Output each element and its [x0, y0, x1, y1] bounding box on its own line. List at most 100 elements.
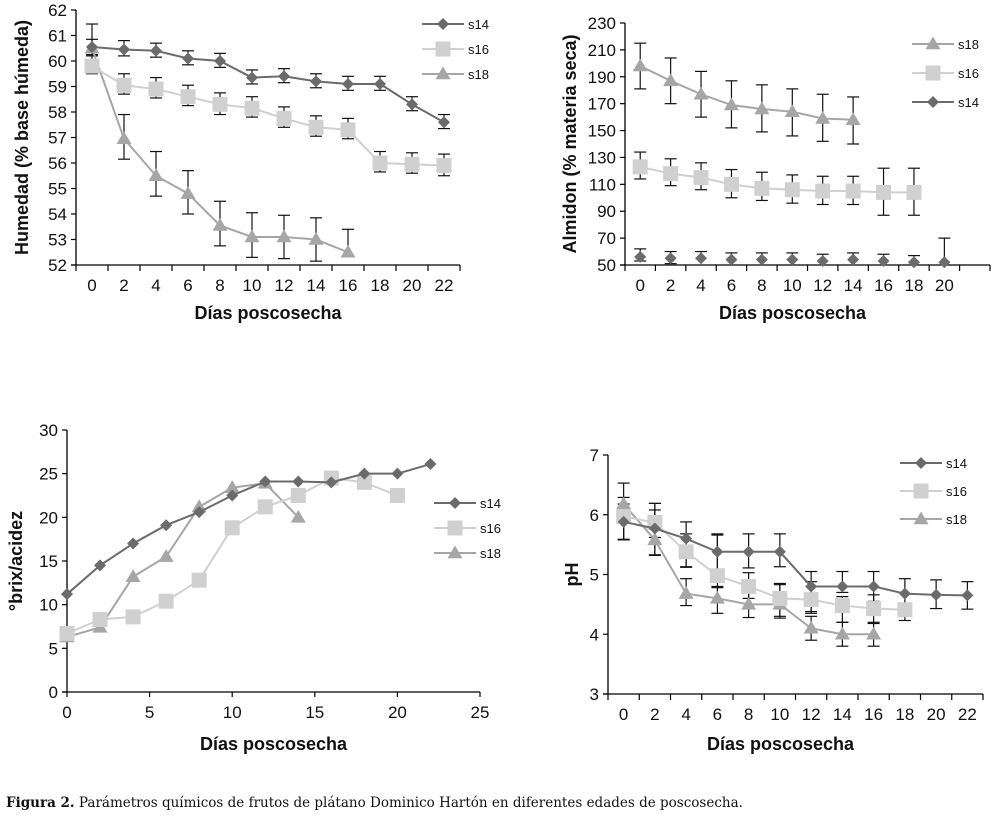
x-tick-label: 20	[388, 703, 407, 722]
y-tick-label: 59	[48, 78, 67, 97]
data-point-s14	[755, 253, 768, 266]
x-tick-label: 4	[151, 276, 160, 295]
legend-label-s18: s18	[946, 512, 967, 527]
y-tick-label: 6	[590, 506, 599, 525]
series-line-s18	[639, 65, 854, 121]
data-point-s18	[212, 217, 228, 231]
legend-marker-s14	[449, 497, 461, 509]
data-point-s14	[424, 458, 437, 471]
data-point-s18	[866, 626, 882, 640]
legend-label-s18: s18	[958, 37, 979, 52]
caption-text: Parámetros químicos de frutos de plátano…	[78, 795, 743, 811]
y-tick-label: 53	[48, 231, 67, 250]
legend-label-s16: s16	[468, 42, 489, 57]
data-point-s14	[664, 252, 677, 265]
data-point-s16	[741, 578, 757, 594]
series-line-s14	[66, 463, 431, 595]
data-point-s16	[834, 598, 850, 614]
data-point-s14	[86, 40, 98, 53]
x-tick-label: 14	[307, 276, 326, 295]
y-axis-title: Humedad (% base húmeda)	[12, 20, 32, 255]
y-tick-label: 4	[590, 625, 599, 644]
data-point-s18	[308, 232, 324, 245]
data-point-s16	[754, 180, 770, 196]
data-point-s18	[340, 244, 356, 258]
series-line-s16	[623, 515, 905, 611]
data-point-s18	[663, 73, 679, 87]
y-tick-label: 60	[48, 52, 67, 71]
data-point-s14	[617, 515, 630, 528]
data-point-s18	[741, 596, 757, 610]
x-tick-label: 12	[802, 705, 821, 724]
data-point-s18	[244, 229, 260, 243]
x-tick-label: 6	[713, 705, 722, 724]
legend-marker-s16	[447, 520, 463, 536]
y-tick-label: 150	[588, 122, 616, 141]
legend-marker-s14	[437, 18, 449, 30]
x-tick-label: 16	[864, 705, 883, 724]
data-point-s14	[725, 253, 738, 266]
y-tick-label: 25	[39, 465, 58, 484]
y-tick-label: 190	[588, 68, 616, 87]
data-point-s18	[784, 104, 800, 117]
data-point-s14	[246, 71, 258, 84]
y-tick-label: 90	[597, 202, 616, 221]
x-tick-label: 8	[744, 705, 753, 724]
data-point-s16	[372, 155, 388, 171]
data-point-s14	[634, 250, 647, 263]
data-point-s16	[803, 592, 819, 608]
x-tick-label: 0	[87, 276, 96, 295]
x-tick-label: 25	[471, 703, 490, 722]
x-tick-label: 18	[895, 705, 914, 724]
data-point-s18	[180, 186, 196, 199]
x-tick-label: 0	[635, 276, 644, 295]
x-tick-label: 10	[783, 276, 802, 295]
legend-marker-s16	[925, 65, 941, 81]
data-point-s18	[834, 626, 850, 640]
chart-humedad: 52 53 54 55 56 57 58 59 60 61 62 0 2 4 6 8 10 12 14 16 18 20 2…	[12, 1, 489, 323]
y-tick-label: 70	[597, 229, 616, 248]
legend-marker-s18	[447, 545, 463, 559]
data-point-s16	[663, 166, 679, 182]
x-tick-label: 14	[844, 276, 863, 295]
legend-marker-s16	[913, 483, 929, 499]
data-point-s18	[125, 569, 141, 582]
data-point-s18	[678, 586, 694, 599]
data-point-s14	[342, 77, 354, 90]
legend-marker-s14	[915, 457, 927, 469]
y-tick-label: 10	[39, 596, 58, 615]
x-tick-label: 22	[958, 705, 977, 724]
y-tick-label: 0	[49, 683, 58, 702]
data-point-s16	[693, 170, 709, 186]
data-point-s18	[276, 229, 292, 243]
y-tick-label: 52	[48, 256, 67, 275]
y-tick-label: 54	[48, 205, 67, 224]
data-point-s16	[257, 499, 273, 515]
y-tick-label: 3	[590, 685, 599, 704]
data-point-s14	[127, 537, 140, 550]
series-s16	[632, 159, 922, 200]
y-tick-label: 170	[588, 95, 616, 114]
data-point-s14	[961, 589, 974, 602]
data-point-s14	[773, 545, 786, 558]
data-point-s16	[180, 89, 196, 105]
data-point-s14	[816, 254, 829, 267]
x-tick-label: 20	[935, 276, 954, 295]
x-tick-label: 15	[305, 703, 324, 722]
y-tick-label: 5	[49, 639, 58, 658]
data-point-s18	[191, 499, 207, 513]
data-point-s14	[786, 253, 799, 266]
data-point-s16	[224, 520, 240, 536]
y-tick-label: 62	[48, 1, 67, 20]
legend-label-s14: s14	[468, 17, 489, 32]
x-tick-label: 20	[927, 705, 946, 724]
data-point-s16	[244, 100, 260, 116]
x-tick-label: 16	[339, 276, 358, 295]
legend-label-s14: s14	[946, 456, 967, 471]
data-point-s16	[308, 119, 324, 135]
y-tick-label: 15	[39, 552, 58, 571]
x-tick-label: 10	[770, 705, 789, 724]
series-s14	[86, 40, 450, 129]
series-s14	[61, 458, 437, 601]
data-point-s14	[325, 476, 338, 489]
